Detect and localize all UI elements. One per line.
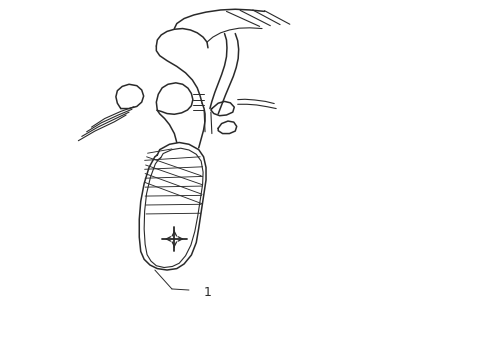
Text: 1: 1 <box>203 286 212 299</box>
